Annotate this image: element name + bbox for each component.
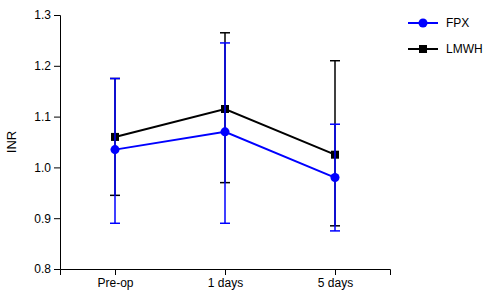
legend-label: FPX (446, 16, 469, 30)
x-tick-mark (115, 269, 116, 275)
x-axis: Pre-op 1 days 5 days (61, 269, 391, 290)
x-tick-label: 5 days (318, 276, 353, 290)
x-axis-line (61, 270, 391, 276)
x-tick: 5 days (318, 269, 353, 290)
error-bar (110, 79, 120, 224)
y-axis-title: INR (4, 131, 19, 153)
y-tick-label: 0.9 (34, 212, 51, 226)
legend: FPX LMWH (408, 16, 483, 56)
series (110, 33, 340, 226)
y-axis-line (54, 16, 61, 270)
error-bar-cap (330, 123, 340, 125)
y-tick-label: 1.1 (34, 110, 51, 124)
legend-item: LMWH (408, 42, 483, 56)
error-bar-cap (220, 32, 230, 34)
error-bar-cap (330, 60, 340, 62)
x-tick-mark (225, 269, 226, 275)
y-tick-mark (54, 269, 60, 270)
x-tick-label: 1 days (208, 276, 243, 290)
y-tick-mark (54, 167, 60, 168)
error-bar-cap (330, 230, 340, 232)
y-tick-label: 1.0 (34, 161, 51, 175)
legend-swatch-marker (419, 45, 427, 53)
chart: Pre-op 1 days 5 days 0.8 0.9 1.0 1.1 1.2 1.3 INR F… (0, 0, 500, 304)
y-tick-mark (54, 117, 60, 118)
y-tick: 1.2 (34, 59, 60, 73)
y-tick-mark (54, 15, 60, 16)
point-marker (330, 173, 339, 182)
error-bar-cap (110, 78, 120, 80)
legend-label: LMWH (446, 42, 483, 56)
x-tick-mark (335, 269, 336, 275)
error-bar-cap (220, 42, 230, 44)
error-bar-cap (110, 223, 120, 225)
y-tick-label: 1.3 (34, 8, 51, 22)
marks (110, 33, 340, 231)
point-marker (110, 145, 119, 154)
legend-swatch-marker (418, 18, 427, 27)
error-bar-cap (110, 78, 120, 80)
y-axis: 0.8 0.9 1.0 1.1 1.2 1.3 (34, 8, 60, 276)
x-tick: Pre-op (97, 269, 133, 290)
error-bar-cap (220, 223, 230, 225)
error-bar (220, 43, 230, 223)
point-marker (220, 127, 229, 136)
y-tick: 1.0 (34, 161, 60, 175)
y-tick: 1.1 (34, 110, 60, 124)
legend-item: FPX (408, 16, 469, 30)
y-tick-mark (54, 218, 60, 219)
y-tick: 1.3 (34, 8, 60, 22)
y-tick: 0.8 (34, 262, 60, 276)
x-tick: 1 days (208, 269, 243, 290)
plot: Pre-op 1 days 5 days 0.8 0.9 1.0 1.1 1.2 1.3 (34, 8, 390, 289)
x-tick-label: Pre-op (97, 276, 133, 290)
y-tick-mark (54, 66, 60, 67)
series (110, 43, 340, 231)
y-tick-label: 1.2 (34, 59, 51, 73)
y-tick: 0.9 (34, 212, 60, 226)
y-tick-label: 0.8 (34, 262, 51, 276)
error-bar (330, 124, 340, 231)
